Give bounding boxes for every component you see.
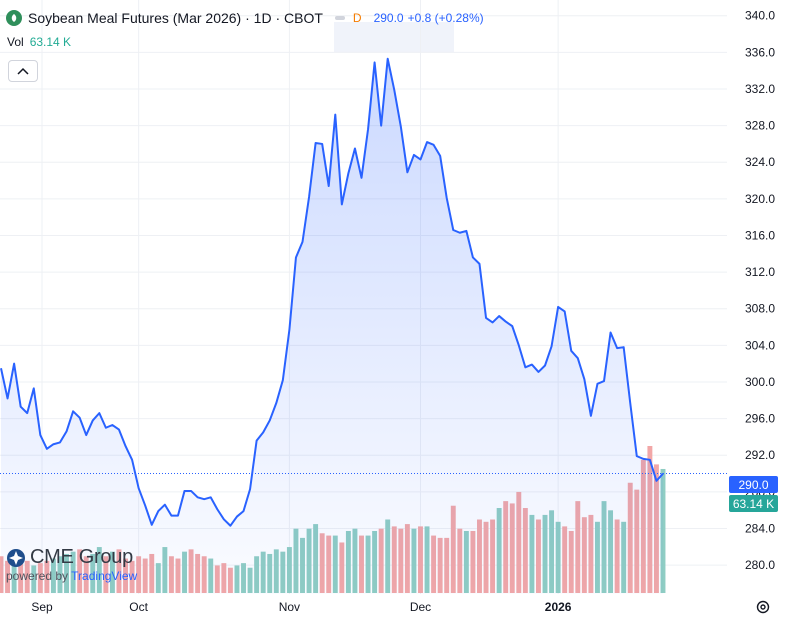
gear-icon[interactable]	[755, 599, 771, 615]
y-tick-label: 296.0	[745, 412, 775, 426]
price-axis: 280.0284.0288.0292.0296.0300.0304.0308.0…	[745, 9, 775, 572]
y-tick-label: 328.0	[745, 119, 775, 133]
x-tick-label: Sep	[31, 600, 53, 614]
x-tick-label: Nov	[279, 600, 300, 614]
cme-logo-icon	[7, 548, 25, 567]
x-tick-label: Dec	[410, 600, 431, 614]
branding: CME Group powered by TradingView	[6, 546, 137, 583]
last-price-badge-bg	[729, 476, 778, 493]
symbol-title[interactable]: Soybean Meal Futures (Mar 2026) · 1D · C…	[28, 10, 323, 26]
volume-badge-bg	[729, 495, 778, 512]
volume-label: Vol	[7, 35, 24, 49]
last-price-badge-text: 290.0	[738, 478, 768, 492]
y-tick-label: 320.0	[745, 192, 775, 206]
y-tick-label: 340.0	[745, 9, 775, 23]
market-status-badge: D	[352, 11, 362, 25]
price-area	[1, 58, 663, 594]
y-tick-label: 308.0	[745, 302, 775, 316]
y-tick-label: 284.0	[745, 521, 775, 535]
collapse-legend-button[interactable]	[8, 60, 38, 82]
powered-by-text: powered by	[6, 569, 69, 583]
volume-badge-text: 63.14 K	[733, 497, 774, 511]
volume-value: 63.14 K	[29, 35, 72, 49]
price-line	[0, 57, 664, 527]
y-tick-label: 324.0	[745, 155, 775, 169]
y-tick-label: 316.0	[745, 228, 775, 242]
tradingview-link[interactable]: TradingView	[71, 569, 138, 583]
volume-legend: Vol 63.14 K	[7, 35, 71, 49]
last-price: 290.0	[373, 11, 404, 25]
y-tick-label: 300.0	[745, 375, 775, 389]
time-axis: Sep Oct Nov Dec 2026	[31, 600, 571, 614]
crosshair-highlight	[334, 22, 454, 52]
volume-badge: 63.14 K	[729, 495, 778, 512]
x-tick-label: Oct	[129, 600, 148, 614]
y-tick-label: 312.0	[745, 265, 775, 279]
y-tick-label: 332.0	[745, 82, 775, 96]
chevron-up-icon	[17, 67, 29, 75]
leaf-icon	[6, 10, 22, 26]
y-tick-label: 280.0	[745, 558, 775, 572]
last-price-badge: 290.0	[729, 476, 778, 493]
legend-header: Soybean Meal Futures (Mar 2026) · 1D · C…	[6, 8, 484, 28]
legend-separator	[334, 16, 345, 20]
y-tick-label: 336.0	[745, 45, 775, 59]
y-tick-label: 304.0	[745, 338, 775, 352]
y-tick-label: 292.0	[745, 448, 775, 462]
cme-group-logo: CME Group	[30, 546, 133, 568]
powered-by: powered by TradingView	[6, 569, 137, 583]
x-tick-label: 2026	[545, 600, 572, 614]
price-change: +0.8 (+0.28%)	[407, 11, 484, 25]
